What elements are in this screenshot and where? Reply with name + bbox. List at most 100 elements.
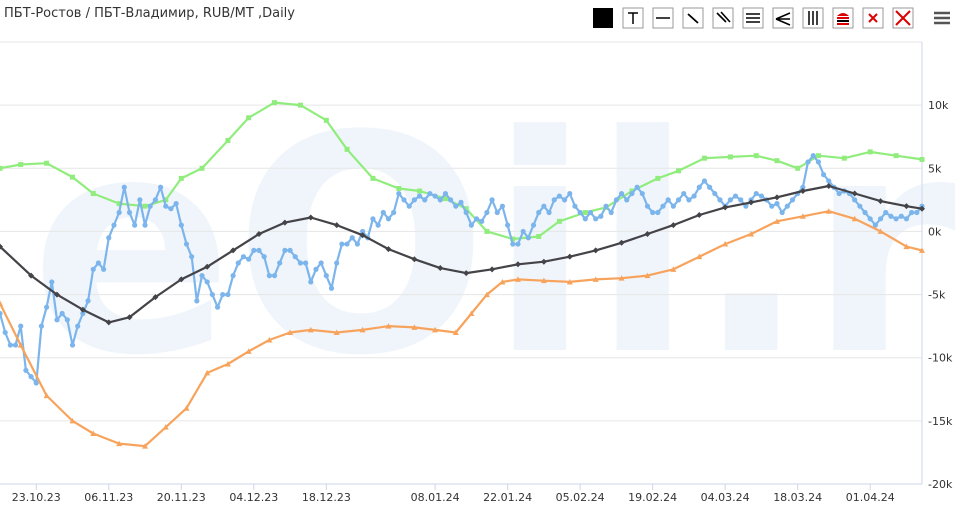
data-point	[779, 209, 785, 216]
data-point	[510, 241, 516, 247]
data-point	[256, 247, 262, 253]
data-point	[142, 203, 148, 209]
stacked-indicator-tool-icon[interactable]	[832, 7, 854, 29]
data-point	[344, 146, 350, 152]
x-tick-label: 04.03.24	[701, 491, 750, 504]
horizontal-line-tool-icon[interactable]	[652, 7, 674, 29]
data-point	[592, 276, 599, 282]
data-point	[514, 261, 521, 268]
y-tick-label: 0k	[928, 225, 942, 238]
data-point	[59, 310, 65, 317]
data-point	[344, 241, 350, 247]
data-point	[126, 314, 133, 321]
data-point	[566, 253, 573, 260]
data-point	[748, 199, 755, 206]
data-point	[453, 203, 459, 209]
series-group	[0, 100, 925, 449]
data-point	[592, 247, 599, 254]
data-point	[370, 216, 376, 222]
data-point	[168, 206, 174, 212]
data-point	[43, 392, 50, 399]
data-point	[701, 155, 707, 161]
data-point	[292, 254, 298, 260]
data-point	[644, 272, 651, 279]
data-point	[183, 241, 190, 247]
data-point	[339, 241, 345, 247]
data-point	[0, 300, 3, 306]
data-point	[225, 291, 231, 298]
trend-line-tool-icon[interactable]	[682, 7, 704, 29]
data-point	[255, 230, 262, 237]
vertical-lines-tool-icon[interactable]	[802, 7, 824, 29]
data-point	[391, 209, 397, 216]
data-point	[162, 424, 169, 430]
data-point	[593, 216, 599, 222]
data-point	[18, 323, 24, 329]
data-point	[70, 174, 76, 180]
text-tool-icon[interactable]	[622, 7, 644, 29]
x-tick-label: 19.02.24	[628, 491, 677, 504]
data-point	[28, 374, 34, 380]
x-tick-label: 23.10.23	[12, 491, 61, 504]
x-tick-label: 01.04.24	[846, 491, 895, 504]
data-point	[7, 342, 13, 348]
data-point	[893, 216, 899, 222]
data-point	[437, 197, 443, 203]
data-point	[106, 235, 112, 241]
color-swatch-icon[interactable]	[592, 7, 614, 29]
data-point	[427, 190, 433, 197]
data-point	[333, 329, 340, 335]
data-point	[852, 197, 858, 203]
data-point	[903, 203, 910, 210]
data-point	[479, 218, 485, 224]
data-point	[608, 209, 614, 216]
data-point	[105, 319, 112, 326]
data-point	[100, 266, 107, 272]
data-point	[618, 190, 625, 197]
data-point	[520, 228, 526, 235]
data-point	[717, 197, 723, 203]
data-point	[722, 241, 729, 247]
x-tick-label: 04.12.23	[229, 491, 278, 504]
data-point	[90, 266, 96, 272]
data-point	[194, 298, 200, 304]
delete-last-icon[interactable]	[862, 7, 884, 29]
data-point	[551, 197, 557, 203]
data-point	[655, 175, 661, 181]
hamburger-menu-icon[interactable]	[932, 8, 952, 28]
data-point	[396, 190, 402, 197]
data-point	[494, 209, 500, 216]
data-point	[624, 197, 630, 203]
data-point	[33, 380, 39, 386]
data-point	[660, 203, 666, 209]
data-point	[49, 279, 55, 285]
data-point	[867, 149, 873, 155]
data-point	[546, 209, 552, 216]
fan-lines-tool-icon[interactable]	[772, 7, 794, 29]
data-point	[857, 203, 863, 209]
data-point	[307, 214, 314, 221]
data-point	[691, 193, 697, 199]
data-point	[142, 222, 148, 228]
data-point	[603, 203, 609, 209]
data-point	[297, 102, 303, 108]
data-point	[75, 323, 81, 329]
data-point	[349, 235, 355, 241]
data-point	[132, 222, 138, 228]
data-point	[712, 190, 718, 197]
delete-all-icon[interactable]	[892, 7, 914, 29]
horizontal-levels-tool-icon[interactable]	[742, 7, 764, 29]
data-point	[825, 182, 832, 189]
data-point	[178, 222, 184, 228]
data-point	[199, 273, 205, 279]
data-point	[748, 230, 755, 237]
data-point	[230, 247, 237, 254]
data-point	[483, 291, 490, 298]
data-point	[157, 184, 164, 190]
data-point	[230, 273, 236, 279]
parallel-channel-tool-icon[interactable]	[712, 7, 734, 29]
data-point	[17, 342, 24, 348]
data-point	[561, 197, 568, 203]
data-point	[266, 273, 272, 279]
data-point	[655, 209, 661, 216]
